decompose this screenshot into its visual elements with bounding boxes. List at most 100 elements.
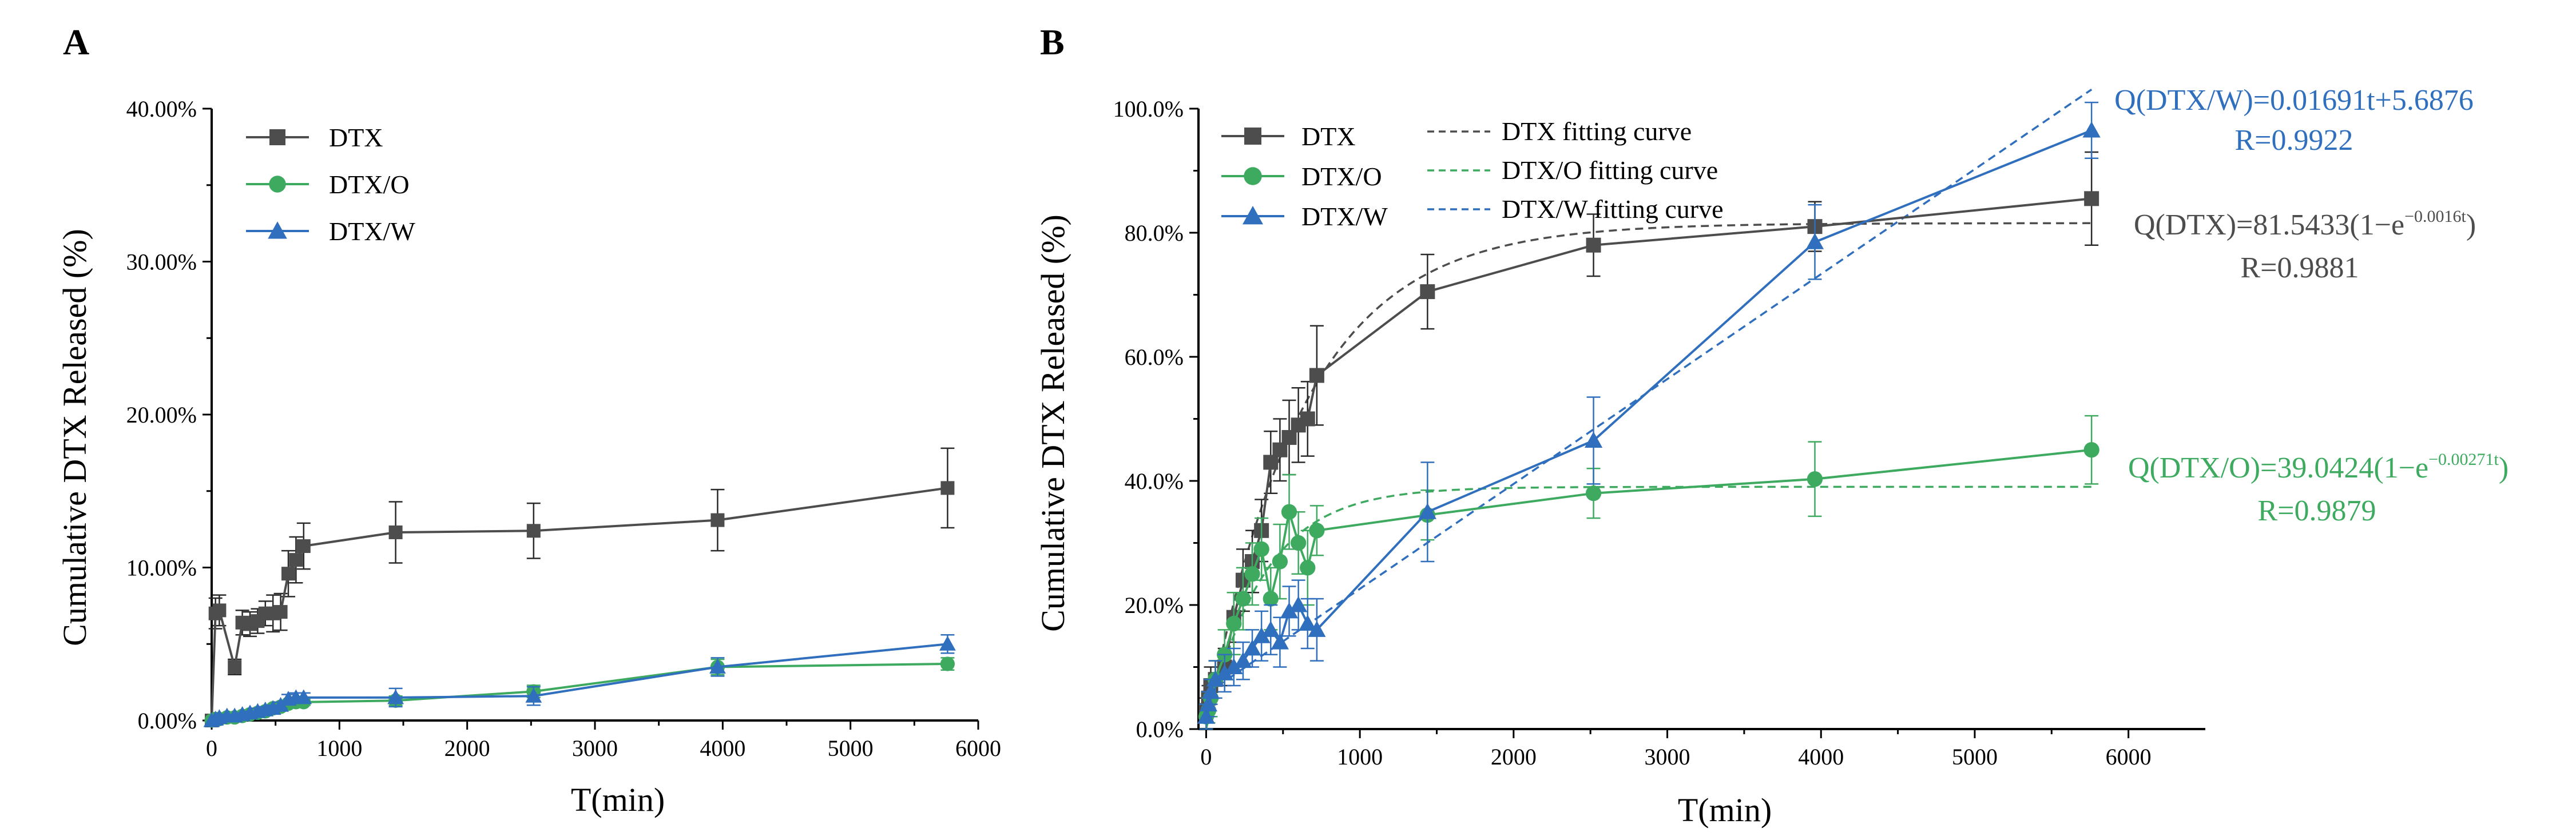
data-point xyxy=(1197,707,1216,724)
panel-b-y-axis-title: Cumulative DTX Released (%) xyxy=(1034,214,1071,632)
annotation-dtx-equation-exp: −0.0016t xyxy=(2404,207,2466,226)
data-point xyxy=(940,481,955,495)
data-point xyxy=(1234,652,1252,668)
fit-curve-dtx-w-fitting-curve xyxy=(1205,89,2093,695)
data-point xyxy=(1263,591,1279,607)
legend-label: DTX xyxy=(329,123,383,152)
panel-b-x-axis-title: T(min) xyxy=(1678,791,1772,829)
panel-a-y-tick-label: 0.00% xyxy=(138,708,197,734)
panel-b-fitting-curves xyxy=(1205,89,2093,730)
data-point xyxy=(1226,615,1242,632)
panel-b-x-tick-label: 4000 xyxy=(1798,744,1844,770)
data-point xyxy=(289,553,303,567)
panel-b-x-tick-label: 1000 xyxy=(1337,744,1383,770)
panel-b-legend-item-dtx-fitting-curve: DTX fitting curve xyxy=(1427,117,1692,146)
data-point xyxy=(1252,627,1271,643)
panel-a: A Cumulative DTX Released (%) T(min) 0 10… xyxy=(56,22,1001,818)
panel-b-y-tick-label: 80.0% xyxy=(1125,220,1184,246)
data-point xyxy=(1206,670,1225,687)
legend-marker xyxy=(1243,206,1263,225)
panel-b-y-tick-label: 40.0% xyxy=(1125,468,1184,494)
panel-b-y-tick-label: 60.0% xyxy=(1125,344,1184,370)
panel-b-legend-item-dtx-w-fitting-curve: DTX/W fitting curve xyxy=(1427,194,1724,224)
annotation-dtx-equation-prefix: Q(DTX)=81.5433(1−e xyxy=(2134,209,2404,241)
data-point xyxy=(1216,664,1234,680)
data-point xyxy=(1584,431,1603,448)
data-point xyxy=(526,524,541,538)
annotation-dtx-equation: Q(DTX)=81.5433(1−e−0.0016t) xyxy=(2134,207,2476,241)
legend-label: DTX/W fitting curve xyxy=(1502,194,1724,224)
panel-a-y-tick-label: 30.00% xyxy=(126,249,197,275)
panel-a-legend: DTX DTX/O DTX/W xyxy=(246,123,415,246)
data-point xyxy=(1280,602,1299,619)
annotation-dtx-equation-suffix: ) xyxy=(2466,209,2476,241)
panel-b-y-tick-label: 0.0% xyxy=(1136,716,1184,742)
data-point xyxy=(212,603,227,618)
panel-b-legend-item-dtx-o: DTX/O xyxy=(1221,162,1382,191)
panel-a-legend-item-dtx-w: DTX/W xyxy=(246,217,415,246)
fit-curve-dtx-o-fitting-curve xyxy=(1205,485,2092,730)
panel-a-y-tick-label: 10.00% xyxy=(126,555,197,581)
data-point xyxy=(1271,633,1289,650)
fit-curve-dtx-fitting-curve xyxy=(1205,222,2092,730)
data-point xyxy=(2082,121,2101,138)
panel-b-ticks: 0 1000 2000 3000 4000 5000 6000 0.0% 20.0% 40.0% 6… xyxy=(1113,96,2152,770)
annotation-dtx-r: R=0.9881 xyxy=(2240,252,2359,284)
data-point xyxy=(296,539,311,554)
panel-b-series-dtx-w xyxy=(1197,101,2101,730)
panel-b-legend: DTX DTX/O DTX/W DTX fitting curve DTX/O fitt… xyxy=(1221,117,1724,231)
data-point xyxy=(1253,541,1269,557)
panel-b-legend-item-dtx-w: DTX/W xyxy=(1221,202,1388,231)
data-point xyxy=(281,567,295,581)
data-point xyxy=(1300,560,1316,576)
panel-a-x-tick-label: 6000 xyxy=(955,735,1001,761)
panel-b-letter: B xyxy=(1040,22,1065,62)
data-point xyxy=(940,656,955,671)
data-point xyxy=(1199,695,1218,712)
legend-label: DTX/O xyxy=(1301,162,1382,191)
data-point xyxy=(525,687,542,703)
data-point xyxy=(1420,284,1435,300)
data-point xyxy=(1585,485,1602,501)
panel-a-legend-item-dtx-o: DTX/O xyxy=(246,170,410,199)
data-point xyxy=(1244,566,1260,582)
panel-b: B Cumulative DTX Released (%) T(min) 0 10… xyxy=(1034,22,2508,829)
annotation-o-equation-prefix: Q(DTX/O)=39.0424(1−e xyxy=(2128,452,2428,484)
data-point xyxy=(273,605,288,619)
data-point xyxy=(1805,233,1824,249)
data-point xyxy=(1201,683,1220,699)
data-point xyxy=(1263,455,1279,470)
panel-b-x-tick-label: 6000 xyxy=(2106,744,2152,770)
data-point xyxy=(1300,411,1315,427)
legend-marker xyxy=(269,129,285,145)
annotation-o-equation-suffix: ) xyxy=(2499,452,2508,484)
panel-b-series xyxy=(1197,101,2101,730)
panel-b-legend-item-dtx-o-fitting-curve: DTX/O fitting curve xyxy=(1427,156,1718,185)
panel-a-x-tick-label: 4000 xyxy=(700,735,745,761)
legend-label: DTX fitting curve xyxy=(1502,117,1692,146)
panel-a-letter: A xyxy=(63,22,89,62)
data-point xyxy=(1418,503,1436,519)
panel-a-x-axis-title: T(min) xyxy=(571,781,665,818)
data-point xyxy=(1281,504,1297,520)
legend-label: DTX/W xyxy=(1301,202,1388,231)
legend-label: DTX/O xyxy=(329,170,410,199)
panel-a-x-tick-label: 2000 xyxy=(444,735,490,761)
legend-marker xyxy=(268,221,287,239)
legend-marker xyxy=(1244,128,1261,145)
data-point xyxy=(1309,368,1324,383)
panel-a-series-dtx-w xyxy=(203,634,956,727)
legend-label: DTX xyxy=(1301,122,1356,151)
data-point xyxy=(1272,442,1288,457)
legend-label: DTX/O fitting curve xyxy=(1502,156,1718,185)
panel-b-x-tick-label: 0 xyxy=(1200,744,1212,770)
data-point xyxy=(1308,620,1326,637)
data-point xyxy=(2084,191,2099,206)
data-point xyxy=(711,513,725,527)
panel-a-y-axis-title: Cumulative DTX Released (%) xyxy=(56,229,93,646)
panel-a-y-tick-label: 40.00% xyxy=(126,96,197,122)
data-point xyxy=(1225,658,1243,674)
panel-b-y-tick-label: 20.0% xyxy=(1125,592,1184,618)
